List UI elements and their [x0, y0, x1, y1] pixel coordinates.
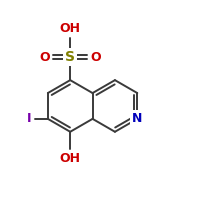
Text: I: I: [26, 112, 31, 125]
Text: S: S: [65, 50, 75, 64]
Text: O: O: [39, 51, 50, 64]
Text: O: O: [91, 51, 101, 64]
Text: N: N: [132, 112, 142, 125]
Text: OH: OH: [60, 152, 81, 165]
Text: OH: OH: [60, 22, 81, 35]
